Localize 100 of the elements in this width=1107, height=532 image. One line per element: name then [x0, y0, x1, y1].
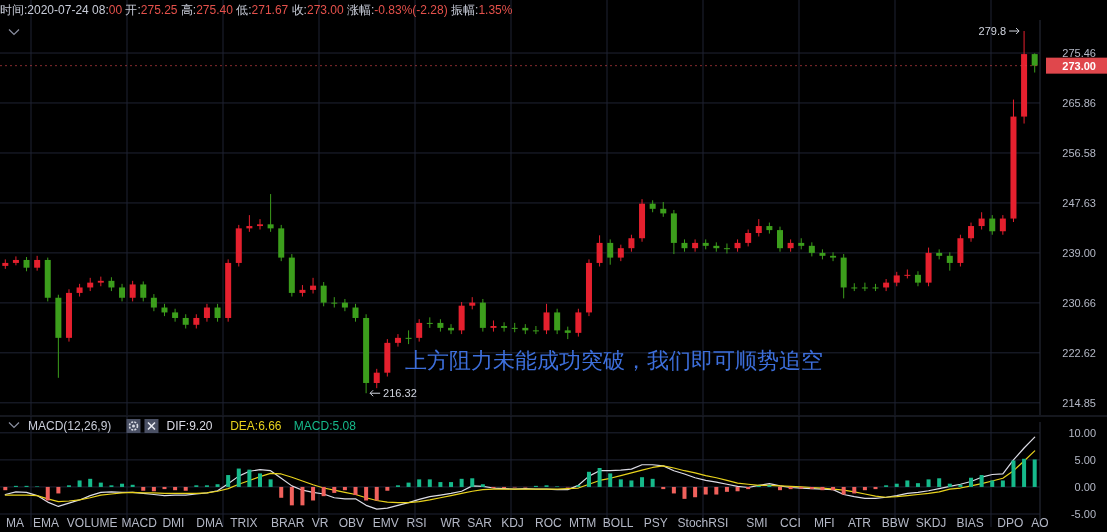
candlestick — [575, 308, 582, 338]
annotation: BIAS — [956, 516, 984, 530]
bar — [268, 479, 273, 487]
annotation: ATR — [847, 516, 872, 530]
bar — [247, 469, 252, 487]
candlestick — [968, 222, 975, 243]
line-series — [4, 450, 1036, 504]
annotation: TRIX — [230, 516, 258, 530]
bar — [586, 471, 591, 487]
bar — [56, 486, 61, 494]
candlestick — [1031, 52, 1038, 74]
candlestick — [692, 238, 699, 253]
candlestick — [999, 214, 1006, 236]
candlestick — [267, 193, 274, 233]
y-tick-label: 265.86 — [1062, 96, 1096, 109]
bar — [151, 486, 156, 492]
annotation: PSY — [643, 516, 668, 530]
bar — [120, 483, 125, 487]
y-tick-label: 0.00 — [1074, 480, 1096, 493]
candlestick — [140, 280, 147, 302]
candlestick — [554, 308, 561, 335]
candlestick — [12, 255, 19, 266]
annotation: KDJ — [501, 516, 524, 530]
annotation: SAR — [467, 516, 493, 530]
candlestick — [861, 282, 868, 292]
y-tick-label: 230.66 — [1062, 296, 1096, 309]
bar — [1011, 460, 1016, 487]
bar — [979, 475, 984, 487]
annotation: 上方阻力未能成功突破，我们即可顺势追空 — [405, 348, 823, 373]
candlestick — [172, 308, 179, 323]
annotation: OBV — [338, 516, 365, 530]
bar — [332, 486, 337, 493]
annotation: CCI — [780, 516, 801, 530]
candlestick — [914, 270, 921, 287]
bar — [98, 482, 103, 487]
candlestick — [490, 319, 497, 333]
text: MACD:5.08 — [293, 419, 357, 434]
bar — [258, 473, 262, 487]
y-tick-label: -5.00 — [1070, 507, 1096, 520]
bar — [724, 486, 729, 492]
annotation: BOLL — [602, 516, 634, 530]
candlestick — [129, 280, 136, 302]
bar — [905, 480, 910, 487]
candlestick — [34, 255, 41, 272]
candlestick — [596, 234, 603, 267]
y-tick-label: 247.63 — [1062, 196, 1096, 209]
bar — [915, 483, 920, 487]
annotation: VOLUME — [66, 516, 118, 530]
bar — [608, 473, 613, 487]
y-tick-label: 10.00 — [1068, 426, 1096, 439]
bar — [682, 486, 687, 499]
candlestick — [501, 321, 508, 333]
bar — [470, 478, 475, 487]
bar — [364, 486, 369, 501]
bar — [671, 486, 676, 494]
candlestick — [723, 242, 730, 254]
candlestick — [416, 318, 423, 343]
candlestick — [320, 281, 327, 307]
candlestick — [607, 238, 614, 266]
bar — [459, 478, 464, 487]
annotation: VR — [311, 516, 329, 530]
bar — [427, 479, 432, 487]
bar — [236, 468, 241, 487]
bar — [894, 483, 899, 487]
y-tick-label: 222.62 — [1062, 346, 1096, 359]
bar — [693, 486, 698, 498]
annotation: SMI — [746, 516, 768, 530]
bar — [841, 486, 846, 495]
bar — [852, 486, 857, 494]
bar — [173, 486, 178, 491]
annotation: EMV — [372, 516, 399, 530]
bar — [778, 486, 782, 491]
bar — [88, 478, 93, 487]
bar — [862, 486, 867, 491]
annotation: EMA — [32, 516, 59, 530]
bar — [353, 486, 358, 496]
bar — [969, 477, 974, 487]
line-series — [4, 436, 1036, 510]
y-tick-label: 275.46 — [1062, 46, 1096, 59]
bar — [990, 480, 995, 487]
annotation: RSI — [406, 516, 427, 530]
annotation: DPO — [997, 516, 1024, 530]
bar — [1000, 480, 1005, 487]
bar — [279, 486, 284, 498]
bar — [215, 484, 220, 487]
text: DEA:6.66 — [230, 419, 282, 434]
candlestick — [426, 316, 433, 329]
bar — [289, 486, 294, 506]
y-tick-label: 256.58 — [1062, 146, 1096, 159]
bar — [937, 478, 942, 487]
candlestick — [543, 303, 550, 335]
bar — [597, 468, 602, 487]
chart-title: MACD(12,26,9) — [28, 419, 112, 434]
bar — [831, 486, 836, 491]
candlestick — [405, 329, 412, 345]
annotation: WR — [440, 516, 461, 530]
bar — [342, 486, 347, 491]
annotation: StochRSI — [677, 516, 729, 530]
annotation: BRAR — [271, 516, 305, 530]
annotation: MTM — [568, 516, 597, 530]
